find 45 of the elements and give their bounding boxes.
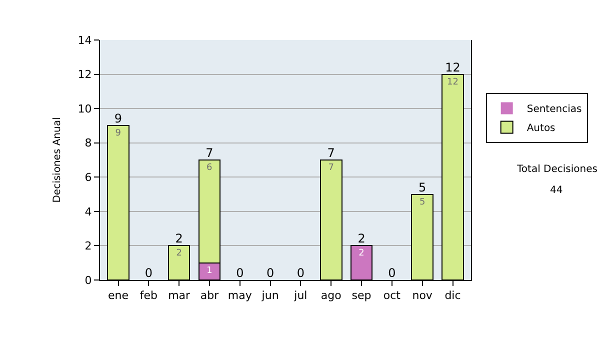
x-tick-label: jul <box>293 289 308 302</box>
x-tick-label: nov <box>412 289 433 302</box>
y-tick-label: 8 <box>84 136 92 150</box>
total-label: 0 <box>144 266 152 280</box>
y-tick-label: 0 <box>84 274 92 287</box>
total-label: 0 <box>388 266 396 280</box>
x-tick-label: ago <box>320 289 342 302</box>
x-tick-label: jun <box>260 289 279 302</box>
y-axis-title: Decisiones Anual <box>52 117 63 203</box>
data-label: 9 <box>115 128 122 139</box>
data-label: 2 <box>176 248 182 259</box>
legend-label: Sentencias <box>526 104 582 116</box>
y-tick-label: 4 <box>84 205 92 218</box>
x-tick-label: ene <box>108 289 129 302</box>
x-tick-label: dic <box>444 289 461 302</box>
y-tick-label: 10 <box>78 102 92 116</box>
total-label: 12 <box>445 60 460 74</box>
total-label: 7 <box>327 146 335 160</box>
x-tick-label: abr <box>200 289 220 302</box>
x-tick-label: oct <box>383 289 402 302</box>
legend-label: Autos <box>526 123 556 134</box>
total-label: 9 <box>114 112 122 126</box>
data-label: 1 <box>206 266 212 276</box>
x-tick-label: feb <box>140 289 158 302</box>
x-tick-label: sep <box>352 289 372 302</box>
y-tick-label: 14 <box>78 34 92 47</box>
data-label: 7 <box>328 163 334 173</box>
data-label: 12 <box>447 77 458 88</box>
data-label: 5 <box>419 197 426 208</box>
total-label: 0 <box>266 266 274 280</box>
text: 44 <box>550 185 563 196</box>
total-label: 7 <box>206 146 214 160</box>
y-tick-label: 12 <box>78 68 92 82</box>
y-tick-label: 2 <box>84 240 92 253</box>
total-label: 5 <box>418 180 426 194</box>
x-tick-label: may <box>228 289 252 302</box>
total-label: 2 <box>175 232 183 246</box>
data-label: 6 <box>206 163 212 173</box>
total-label: 2 <box>358 232 366 246</box>
text: Total Decisiones <box>516 164 598 175</box>
y-tick-label: 6 <box>84 170 92 184</box>
total-label: 0 <box>236 266 244 280</box>
x-tick-label: mar <box>168 289 191 302</box>
data-label: 2 <box>358 248 364 259</box>
total-label: 0 <box>296 266 305 280</box>
